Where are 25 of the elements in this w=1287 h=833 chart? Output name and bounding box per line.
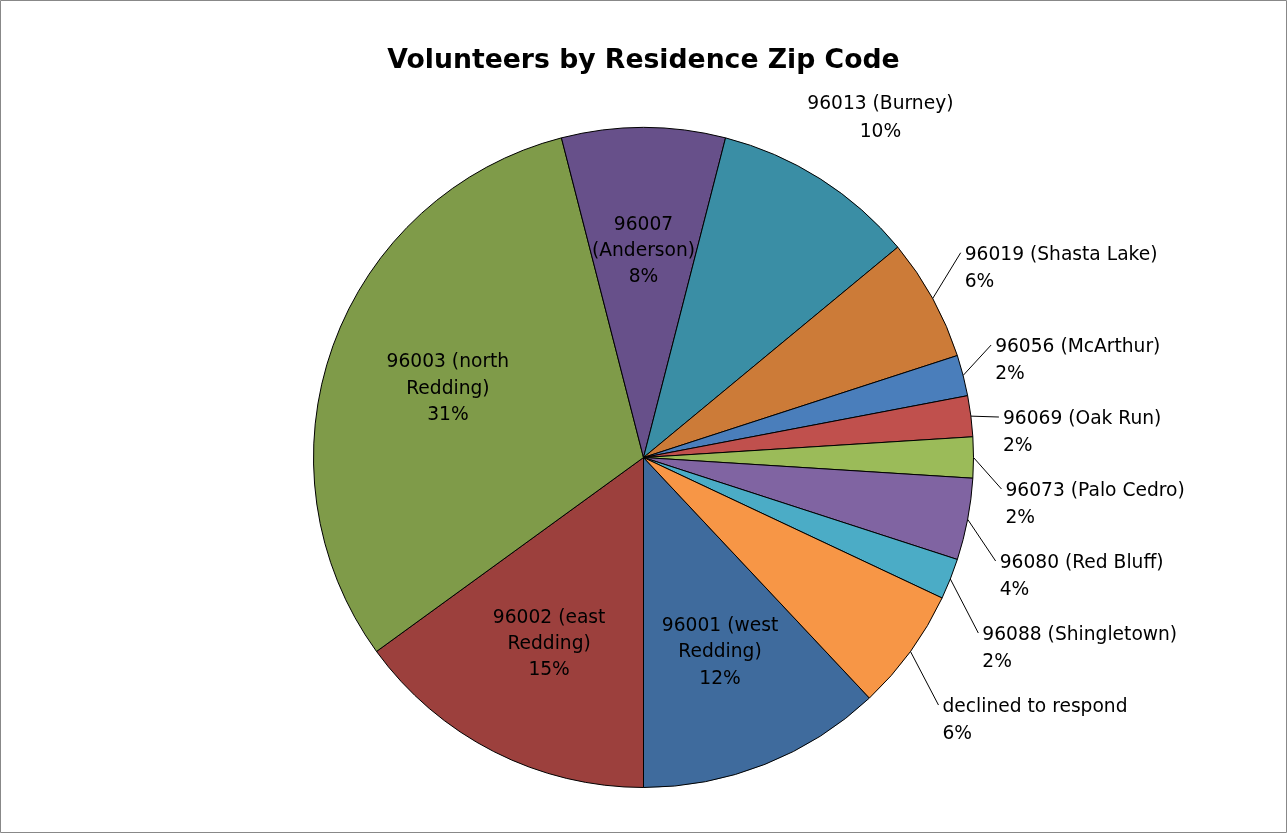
slice-label: 96019 (Shasta Lake) [964,242,1158,264]
data-label: 10% [859,119,902,141]
slice-label: declined to respond [942,694,1128,716]
data-label: 2% [982,650,1012,672]
data-label: 6% [942,722,973,744]
data-label: 12% [699,666,741,688]
data-label: 31% [427,402,469,424]
slice-label: 96069 (Oak Run) [1002,406,1162,428]
slice-label: 96080 (Red Bluff) [999,550,1164,572]
slice-label: 96013 (Burney) [807,92,954,114]
chart-title: Volunteers by Residence Zip Code [387,43,900,74]
slice-label: 96001 (west Redding) [661,614,779,662]
data-label: 4% [999,578,1030,600]
slice-label: 96088 (Shingletown) [982,622,1178,644]
slice-label: 96073 (Palo Cedro) [1005,478,1185,500]
slice-label: 96007 (Anderson) [591,212,696,261]
data-label: 6% [964,269,995,291]
data-label: 8% [628,265,659,287]
slice-label: 96056 (McArthur) [995,334,1161,356]
data-label: 2% [995,362,1025,384]
data-label: 15% [528,658,570,680]
data-label: 2% [1005,506,1036,528]
slice-label: 96002 (east Redding) [492,605,606,654]
slice-label: 96003 (north Redding) [386,350,510,398]
data-label: 2% [1002,434,1033,456]
